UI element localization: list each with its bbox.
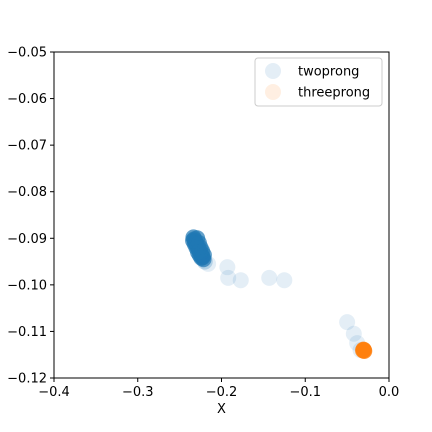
data-point-twoprong — [276, 272, 293, 289]
data-point-twoprong — [232, 272, 249, 289]
data-point-twoprong — [339, 314, 356, 331]
data-point-twoprong — [261, 269, 278, 286]
legend-marker-threeprong — [265, 84, 281, 100]
y-axis: −0.12 −0.11 −0.10 −0.09 −0.08 −0.07 −0.06 −0.05 — [7, 46, 54, 387]
points-layer — [185, 229, 373, 359]
data-point-threeprong — [355, 341, 372, 358]
x-tick-label: −0.4 — [38, 385, 70, 400]
y-tick-label: −0.11 — [7, 325, 47, 340]
x-axis: −0.4 −0.3 −0.2 −0.1 0.0 — [38, 378, 399, 400]
y-tick-label: −0.06 — [7, 92, 47, 107]
legend: twoprong threeprong — [254, 57, 383, 107]
x-axis-label: X — [217, 402, 226, 417]
x-tick-label: −0.3 — [122, 385, 154, 400]
data-point-twoprong — [195, 247, 212, 264]
x-tick-label: −0.1 — [289, 385, 321, 400]
x-tick-label: 0.0 — [379, 385, 400, 400]
y-tick-label: −0.09 — [7, 232, 47, 247]
legend-box — [254, 57, 383, 107]
data-point-twoprong — [219, 259, 236, 276]
y-tick-label: −0.05 — [7, 46, 47, 61]
legend-marker-twoprong — [265, 63, 281, 79]
y-tick-label: −0.08 — [7, 185, 47, 200]
y-tick-label: −0.07 — [7, 139, 47, 154]
data-point-twoprong — [200, 255, 217, 272]
legend-label-threeprong: threeprong — [298, 86, 370, 101]
data-point-twoprong — [220, 269, 237, 286]
data-point-twoprong — [196, 253, 213, 270]
y-tick-label: −0.12 — [7, 372, 47, 387]
x-tick-label: −0.2 — [206, 385, 238, 400]
data-point-twoprong — [345, 325, 362, 342]
y-tick-label: −0.10 — [7, 278, 47, 293]
legend-label-twoprong: twoprong — [298, 65, 359, 80]
